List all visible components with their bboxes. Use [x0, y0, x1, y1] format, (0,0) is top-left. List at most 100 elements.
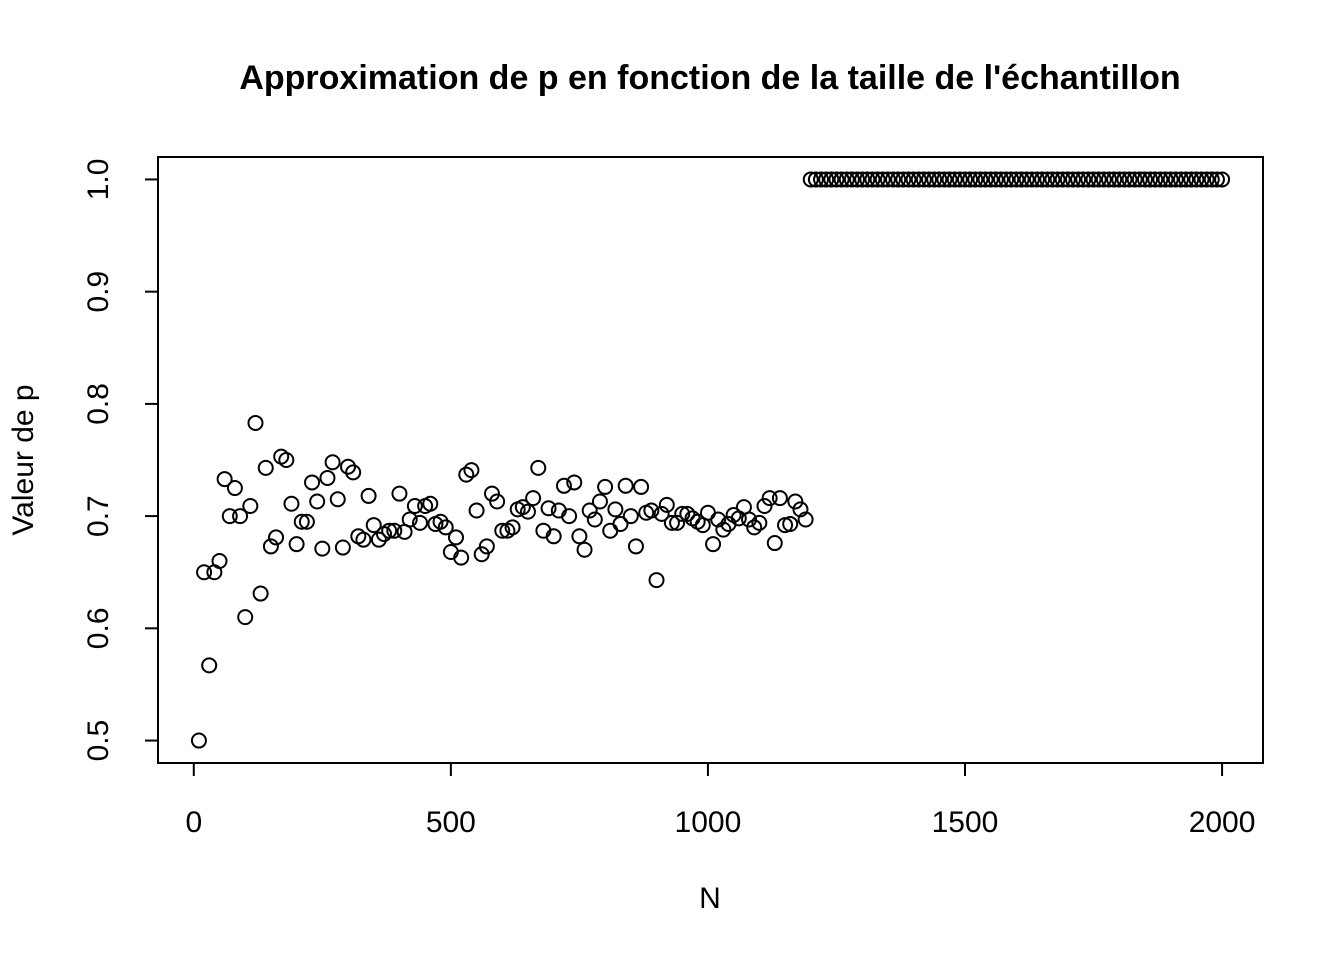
point	[232, 508, 249, 525]
point	[607, 501, 624, 518]
point	[334, 539, 351, 556]
point	[663, 514, 680, 531]
point	[910, 171, 927, 188]
point	[1085, 171, 1102, 188]
point	[1131, 171, 1148, 188]
point	[370, 531, 387, 548]
point	[843, 171, 860, 188]
point	[447, 529, 464, 546]
point	[530, 459, 547, 476]
point	[879, 171, 896, 188]
point	[648, 572, 665, 589]
point	[1039, 171, 1056, 188]
point	[386, 522, 403, 539]
point	[345, 464, 362, 481]
point	[237, 609, 254, 626]
point	[885, 171, 902, 188]
point	[360, 487, 377, 504]
point	[972, 171, 989, 188]
point	[473, 546, 490, 563]
point	[283, 495, 300, 512]
point	[802, 171, 819, 188]
point	[936, 171, 953, 188]
point	[288, 536, 305, 553]
point	[1028, 171, 1045, 188]
point	[905, 171, 922, 188]
point	[987, 171, 1004, 188]
point	[849, 171, 866, 188]
point	[566, 474, 583, 491]
y-tick-label: 0.9	[82, 271, 115, 313]
point	[818, 171, 835, 188]
point	[355, 531, 372, 548]
point	[1126, 171, 1143, 188]
y-tick-label: 0.8	[82, 383, 115, 425]
point	[252, 585, 269, 602]
point	[293, 513, 310, 530]
point	[309, 493, 326, 510]
point	[314, 540, 331, 557]
point	[494, 522, 511, 539]
point	[242, 498, 259, 515]
point	[561, 508, 578, 525]
point	[643, 502, 660, 519]
point	[519, 503, 536, 520]
y-tick-label: 0.5	[82, 720, 115, 762]
point	[1100, 171, 1117, 188]
point	[992, 171, 1009, 188]
point	[967, 171, 984, 188]
point	[715, 521, 732, 538]
point	[329, 491, 346, 508]
point	[1034, 171, 1051, 188]
point	[586, 511, 603, 528]
point	[977, 171, 994, 188]
point	[1049, 171, 1066, 188]
point	[895, 171, 912, 188]
point	[864, 171, 881, 188]
plot-frame	[157, 156, 1264, 764]
point	[957, 171, 974, 188]
point	[761, 490, 778, 507]
point	[1136, 171, 1153, 188]
x-tick-label: 500	[426, 806, 476, 839]
point	[1198, 171, 1215, 188]
point	[679, 505, 696, 522]
point	[941, 171, 958, 188]
point	[612, 515, 629, 532]
point	[946, 171, 963, 188]
point	[1023, 171, 1040, 188]
point	[489, 493, 506, 510]
point	[1214, 171, 1231, 188]
point	[545, 528, 562, 545]
point	[1070, 171, 1087, 188]
point	[304, 474, 321, 491]
point	[437, 519, 454, 536]
point	[247, 414, 264, 431]
point	[1188, 171, 1205, 188]
point	[1183, 171, 1200, 188]
point	[890, 171, 907, 188]
point	[674, 505, 691, 522]
point	[1172, 171, 1189, 188]
point	[869, 171, 886, 188]
point	[1193, 171, 1210, 188]
point	[1203, 171, 1220, 188]
point	[658, 496, 675, 513]
point	[1090, 171, 1107, 188]
point	[422, 495, 439, 512]
point	[324, 454, 341, 471]
point	[504, 519, 521, 536]
chart-title: Approximation de p en fonction de la tai…	[239, 59, 1180, 97]
point	[617, 477, 634, 494]
point	[211, 553, 228, 569]
point	[900, 171, 917, 188]
point	[669, 514, 686, 531]
point	[633, 478, 650, 495]
point	[201, 657, 218, 674]
point	[453, 549, 470, 566]
point	[998, 171, 1015, 188]
point	[771, 490, 788, 507]
point	[540, 500, 557, 517]
point	[962, 171, 979, 188]
